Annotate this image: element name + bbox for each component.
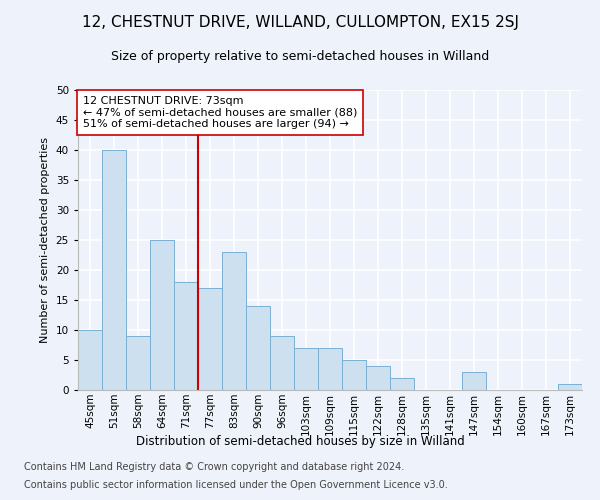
Bar (558, 384, 582, 390)
Bar (102, 150, 126, 390)
Bar (174, 282, 198, 390)
Bar (198, 288, 222, 390)
Bar (462, 372, 486, 390)
Text: 12, CHESTNUT DRIVE, WILLAND, CULLOMPTON, EX15 2SJ: 12, CHESTNUT DRIVE, WILLAND, CULLOMPTON,… (82, 15, 518, 30)
Bar (342, 360, 366, 390)
Text: Distribution of semi-detached houses by size in Willand: Distribution of semi-detached houses by … (136, 435, 464, 448)
Bar (390, 378, 414, 390)
Text: 12 CHESTNUT DRIVE: 73sqm
← 47% of semi-detached houses are smaller (88)
51% of s: 12 CHESTNUT DRIVE: 73sqm ← 47% of semi-d… (83, 96, 358, 129)
Bar (270, 336, 294, 390)
Bar (366, 366, 390, 390)
Bar (294, 348, 318, 390)
Bar (150, 240, 174, 390)
Text: Contains HM Land Registry data © Crown copyright and database right 2024.: Contains HM Land Registry data © Crown c… (24, 462, 404, 472)
Y-axis label: Number of semi-detached properties: Number of semi-detached properties (40, 137, 50, 343)
Bar (318, 348, 342, 390)
Text: Size of property relative to semi-detached houses in Willand: Size of property relative to semi-detach… (111, 50, 489, 63)
Bar (78, 330, 102, 390)
Bar (222, 252, 246, 390)
Bar (246, 306, 270, 390)
Text: Contains public sector information licensed under the Open Government Licence v3: Contains public sector information licen… (24, 480, 448, 490)
Bar (126, 336, 150, 390)
